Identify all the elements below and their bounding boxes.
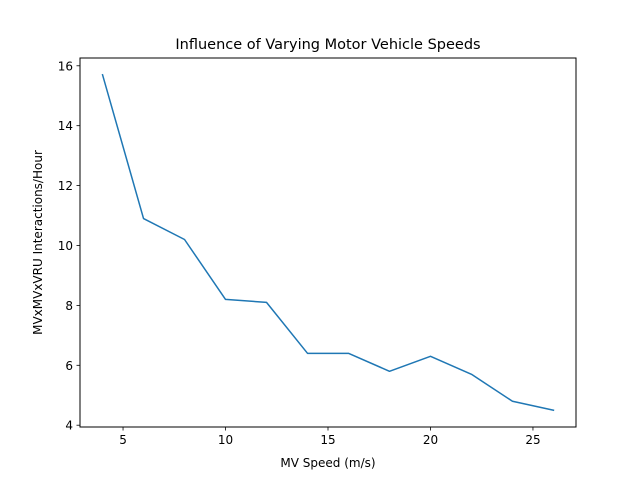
x-tick-label: 15: [320, 433, 335, 447]
x-tick-label: 25: [525, 433, 540, 447]
series-line: [101, 73, 555, 412]
y-tick-label: 14: [58, 119, 73, 133]
x-tick-label: 20: [423, 433, 438, 447]
y-tick-label: 16: [58, 59, 73, 73]
y-tick-label: 8: [65, 299, 73, 313]
data-layer: [101, 73, 555, 412]
y-axis-label: MVxMVxVRU Interactions/Hour: [31, 150, 45, 335]
axes-layer: 5 10 15 20 25 4 6 8 10 12 14 16: [58, 57, 577, 447]
x-axis-label: MV Speed (m/s): [280, 456, 375, 470]
x-tick-label: 10: [218, 433, 233, 447]
y-tick-label: 6: [65, 359, 73, 373]
plot-area: [80, 58, 576, 427]
y-tick-label: 10: [58, 239, 73, 253]
y-tick-label: 4: [65, 419, 73, 433]
x-tick-label: 5: [119, 433, 127, 447]
y-tick-label: 12: [58, 179, 73, 193]
chart-title: Influence of Varying Motor Vehicle Speed…: [175, 37, 480, 53]
